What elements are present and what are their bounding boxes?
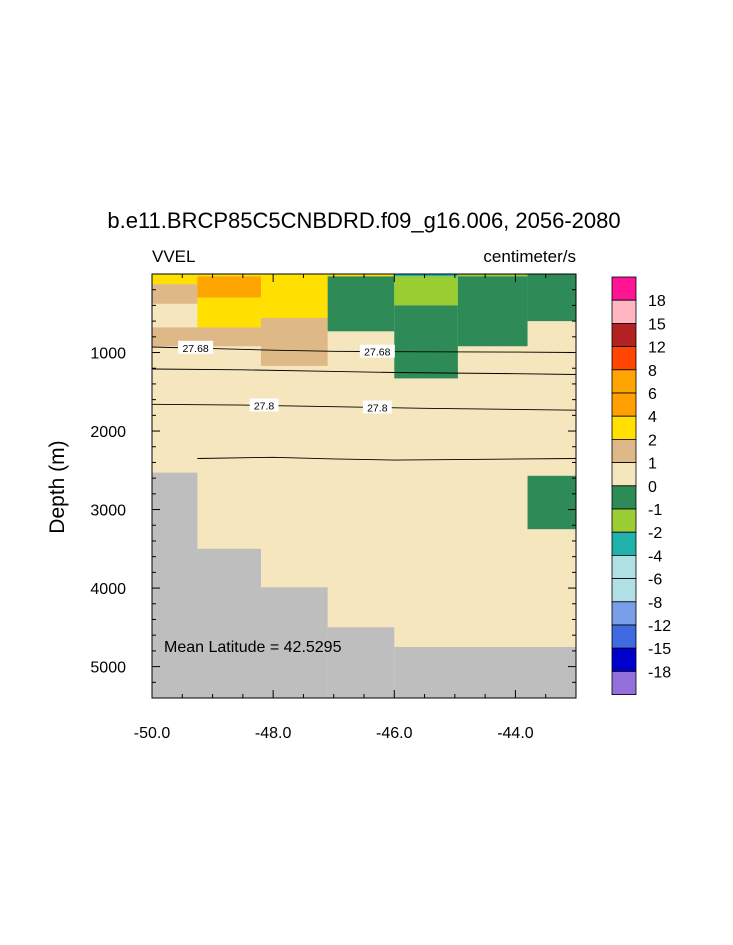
- y-tick-label: 2000: [90, 424, 126, 441]
- colorbar-label: -6: [648, 572, 662, 589]
- contour-label-box: [249, 398, 279, 412]
- colorbar-swatch: [611, 392, 637, 417]
- missing-cell: [394, 646, 576, 698]
- colorbar-swatch: [611, 369, 637, 394]
- y-tick-label: 1000: [90, 346, 126, 363]
- colorbar-swatch: [611, 671, 637, 696]
- colorbar-swatch: [611, 346, 637, 371]
- y-tick-label: 5000: [90, 660, 126, 677]
- y-axis-label: Depth (m): [46, 440, 69, 533]
- contour-line: [197, 456, 577, 461]
- contour-label-box: [178, 340, 214, 354]
- colorbar-label: -18: [648, 664, 671, 681]
- data-cell: [527, 475, 576, 530]
- colorbar-label: 12: [648, 340, 666, 357]
- data-cell: [457, 276, 528, 347]
- colorbar-swatch: [611, 276, 637, 301]
- colorbar-swatch: [611, 601, 637, 626]
- data-cell: [457, 274, 528, 277]
- colorbar-swatch: [611, 415, 637, 440]
- data-cell: [197, 327, 262, 347]
- colorbar-swatch: [611, 299, 637, 324]
- data-cell: [327, 276, 395, 332]
- chart-title: b.e11.BRCP85C5CNBDRD.f09_g16.006, 2056-2…: [107, 208, 620, 233]
- contour-label-box: [362, 400, 392, 414]
- data-cell: [197, 276, 262, 298]
- x-tick-label: -46.0: [376, 725, 413, 742]
- mean-latitude-annotation: Mean Latitude = 42.5295: [164, 639, 342, 656]
- x-tick-label: -48.0: [255, 725, 292, 742]
- colorbar-label: 15: [648, 316, 666, 333]
- contour-line: [151, 368, 577, 375]
- missing-value-areas: [152, 472, 576, 698]
- colorbar-swatch: [611, 322, 637, 347]
- data-cell: [261, 274, 328, 318]
- data-cell: [152, 274, 198, 285]
- colorbar-swatch: [611, 485, 637, 510]
- data-cell: [394, 305, 458, 379]
- missing-cell: [261, 587, 328, 698]
- data-cell: [152, 284, 198, 304]
- y-tick-label: 3000: [90, 503, 126, 520]
- colorbar-swatch: [611, 555, 637, 580]
- data-cell: [394, 276, 458, 306]
- colorbar-label: -12: [648, 618, 671, 635]
- colorbar-label: 0: [648, 479, 657, 496]
- colorbar: 18 15 12 8 6 4 2 1 0 -1 -2 -4 -6 -8 -12 -15 -18: [611, 276, 671, 696]
- x-tick-label: -44.0: [497, 725, 534, 742]
- colorbar-label: 8: [648, 363, 657, 380]
- colorbar-swatch: [611, 462, 637, 487]
- colorbar-swatch: [611, 578, 637, 603]
- colorbar-swatch: [611, 531, 637, 556]
- missing-cell: [197, 548, 262, 698]
- data-cell: [197, 274, 262, 277]
- data-cell: [152, 303, 198, 328]
- colorbar-label: 18: [648, 293, 666, 310]
- colorbar-swatch: [611, 438, 637, 463]
- colorbar-label: 6: [648, 386, 657, 403]
- contour-label: 27.8: [367, 402, 388, 414]
- axes: -50.0 -48.0 -46.0 -44.0 1000 2000 3000 4000 5000: [90, 274, 577, 742]
- missing-cell: [327, 627, 395, 698]
- colorbar-label: 4: [648, 409, 657, 426]
- data-cell: [394, 274, 458, 277]
- x-tick-label: -50.0: [134, 725, 171, 742]
- missing-cell: [152, 472, 198, 698]
- contour-label: 27.8: [254, 401, 275, 413]
- left-variable-label: VVEL: [152, 247, 195, 266]
- contour-label: 27.68: [364, 347, 390, 359]
- colorbar-label: -1: [648, 502, 662, 519]
- plot-area: 27.68 27.68 27.8 27.8 Mean Latitude = 42.52…: [90, 273, 577, 742]
- data-cell: [327, 274, 395, 277]
- data-cell: [197, 297, 262, 328]
- colorbar-label: -4: [648, 548, 662, 565]
- data-cells: [152, 274, 576, 530]
- density-contours: 27.68 27.68 27.8 27.8: [151, 340, 577, 461]
- units-label: centimeter/s: [483, 247, 576, 266]
- colorbar-label: -2: [648, 525, 662, 542]
- colorbar-swatch: [611, 624, 637, 649]
- data-cell: [527, 274, 576, 322]
- contour-label: 27.68: [182, 343, 208, 355]
- colorbar-label: -15: [648, 641, 671, 658]
- colorbar-label: -8: [648, 595, 662, 612]
- contour-label-box: [359, 344, 395, 358]
- colorbar-swatch: [611, 508, 637, 533]
- y-tick-label: 4000: [90, 581, 126, 598]
- data-cell: [261, 317, 328, 366]
- colorbar-swatch: [611, 647, 637, 672]
- colorbar-label: 2: [648, 432, 657, 449]
- colorbar-label: 1: [648, 456, 657, 473]
